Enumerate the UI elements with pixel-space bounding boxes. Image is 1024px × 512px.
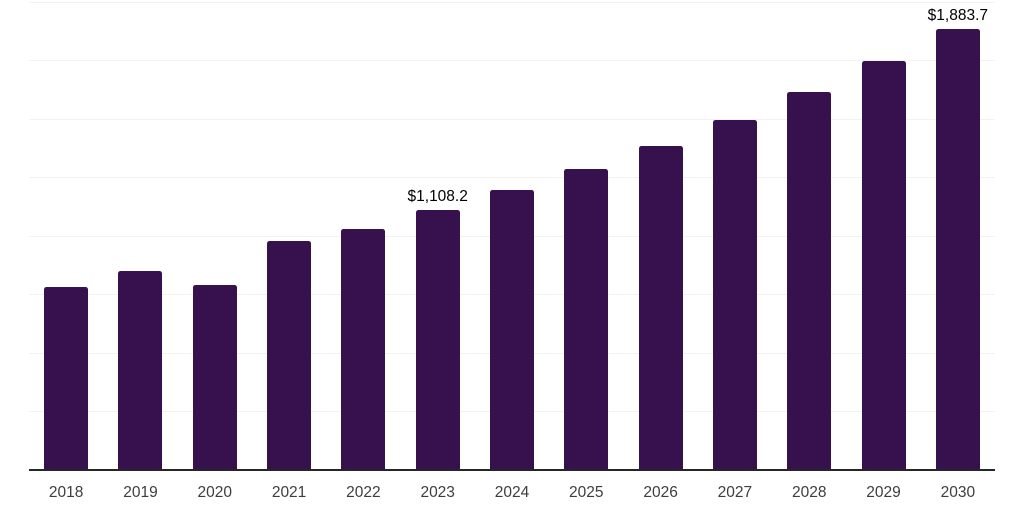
data-label-2023: $1,108.2 bbox=[407, 188, 468, 206]
x-tick-2024: 2024 bbox=[494, 484, 530, 501]
bar-2021 bbox=[267, 241, 312, 470]
bar-2028 bbox=[787, 91, 832, 470]
x-tick-2023: 2023 bbox=[420, 484, 455, 501]
x-tick-2027: 2027 bbox=[717, 484, 753, 501]
gridline-2000 bbox=[29, 2, 995, 3]
bar-2019 bbox=[118, 271, 163, 470]
x-tick-2025: 2025 bbox=[569, 484, 604, 501]
bar-2020 bbox=[192, 285, 237, 470]
x-tick-2022: 2022 bbox=[346, 484, 381, 501]
bar-2022 bbox=[341, 228, 386, 470]
x-axis-line bbox=[29, 469, 995, 471]
x-tick-2018: 2018 bbox=[48, 484, 84, 501]
bar-2026 bbox=[638, 146, 683, 470]
x-tick-2029: 2029 bbox=[866, 484, 901, 501]
bar-2018 bbox=[44, 286, 89, 470]
x-tick-2020: 2020 bbox=[197, 484, 233, 501]
x-tick-2019: 2019 bbox=[123, 484, 158, 501]
x-tick-2030: 2030 bbox=[940, 484, 976, 501]
bar-2029 bbox=[861, 60, 906, 470]
bar-2023 bbox=[415, 210, 460, 470]
x-tick-2021: 2021 bbox=[271, 484, 307, 501]
gridline-1500 bbox=[29, 118, 995, 120]
gridline-1750 bbox=[29, 60, 995, 62]
bar-2027 bbox=[712, 119, 757, 470]
bar-2030 bbox=[935, 29, 980, 470]
x-tick-2028: 2028 bbox=[791, 484, 827, 501]
bar-2025 bbox=[564, 168, 609, 470]
gridline-1250 bbox=[29, 177, 995, 179]
bar-2024 bbox=[490, 190, 534, 470]
x-tick-2026: 2026 bbox=[643, 484, 678, 501]
data-label-2030: $1,883.7 bbox=[927, 7, 989, 25]
